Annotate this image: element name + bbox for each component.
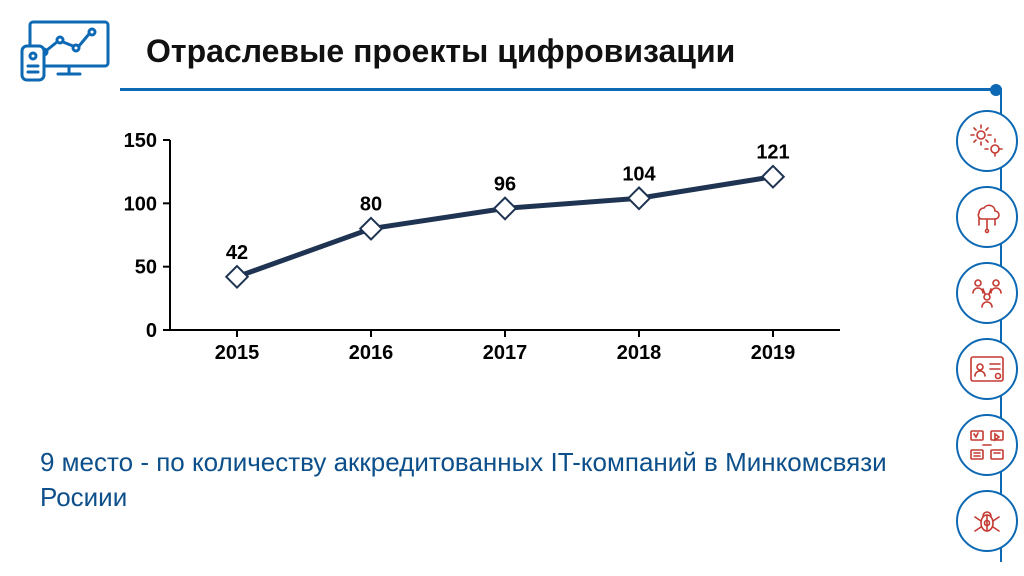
page-title: Отраслевые проекты цифровизации [146, 33, 735, 70]
svg-text:100: 100 [124, 193, 157, 215]
svg-text:104: 104 [622, 163, 656, 185]
bug-gear-icon [956, 490, 1018, 552]
monitor-chart-icon [20, 18, 116, 84]
side-icon-rail [956, 110, 1024, 552]
people-group-icon [956, 262, 1018, 324]
header-rule [120, 88, 996, 91]
svg-text:96: 96 [494, 173, 516, 195]
header: Отраслевые проекты цифровизации [20, 18, 994, 84]
svg-text:42: 42 [226, 242, 248, 264]
svg-text:121: 121 [756, 142, 789, 164]
svg-text:150: 150 [124, 130, 157, 152]
line-chart-svg: 0 50 100 150 2015 2016 2017 2018 2019 42 80 96 104 12… [100, 120, 860, 380]
media-flow-icon [956, 414, 1018, 476]
svg-text:2017: 2017 [483, 342, 528, 364]
caption-text: 9 место - по количеству аккредитованных … [40, 445, 934, 515]
svg-text:2015: 2015 [215, 342, 260, 364]
line-chart: 0 50 100 150 2015 2016 2017 2018 2019 42 80 96 104 12… [100, 120, 860, 380]
svg-text:2018: 2018 [617, 342, 662, 364]
settings-chip-icon [956, 110, 1018, 172]
svg-text:0: 0 [146, 320, 157, 342]
svg-text:80: 80 [360, 194, 382, 216]
svg-text:2016: 2016 [349, 342, 394, 364]
cloud-network-icon [956, 186, 1018, 248]
id-card-icon [956, 338, 1018, 400]
svg-text:2019: 2019 [751, 342, 796, 364]
svg-text:50: 50 [135, 257, 157, 279]
